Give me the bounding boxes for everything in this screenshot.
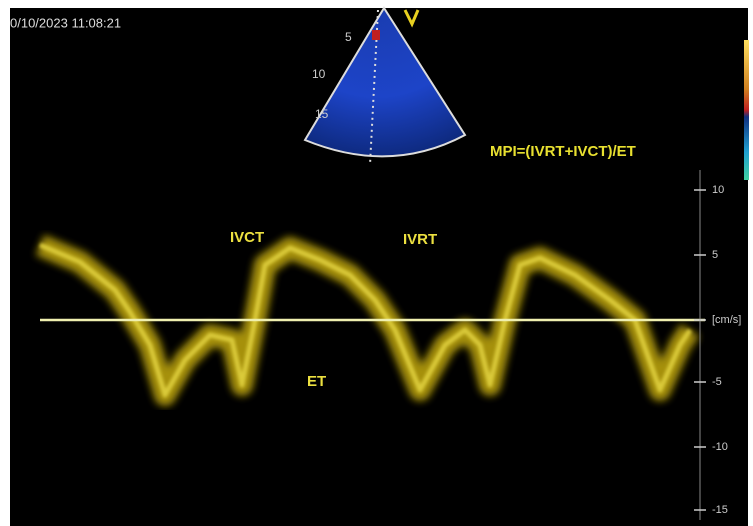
depth-label: 5 — [345, 30, 352, 44]
depth-label: 15 — [315, 107, 329, 121]
scale-label: 5 — [712, 249, 718, 261]
color-spot — [372, 30, 380, 40]
annotation: ET — [307, 373, 326, 390]
depth-label: 10 — [312, 67, 326, 81]
scale-label: 10 — [712, 184, 724, 196]
timestamp: 0/10/2023 11:08:21 — [10, 15, 121, 30]
formula: MPI=(IVRT+IVCT)/ET — [490, 143, 636, 160]
ultrasound-screen: 0/10/2023 11:08:21 5 10 15 MPI=(IVRT+IVC… — [0, 0, 753, 526]
annotation: IVCT — [230, 229, 264, 246]
color-bar — [744, 40, 749, 180]
annotation: IVRT — [403, 231, 437, 248]
scale-label: -10 — [712, 441, 728, 453]
scale-label: [cm/s] — [712, 314, 741, 326]
scale-label: -15 — [712, 504, 728, 516]
scale-label: -5 — [712, 376, 722, 388]
page: 0/10/2023 11:08:21 5 10 15 MPI=(IVRT+IVC… — [0, 0, 753, 526]
